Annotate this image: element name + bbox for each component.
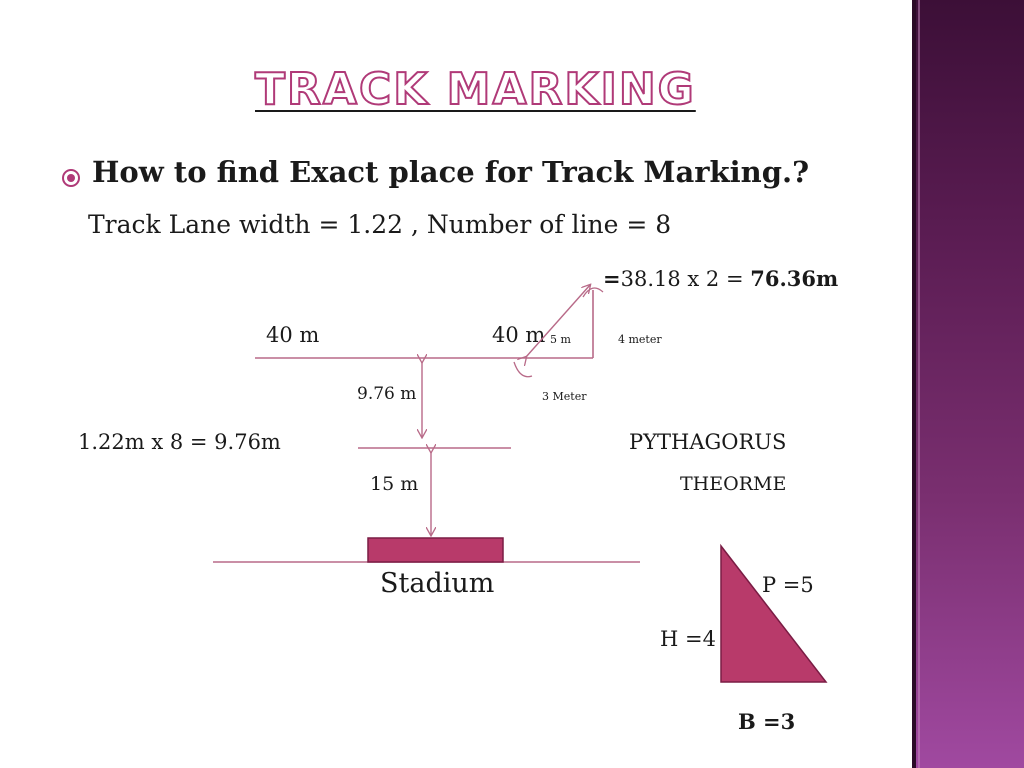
label-15m: 15 m	[370, 473, 419, 495]
pythagoras-triangle	[720, 543, 828, 683]
result-answer: 76.36m	[750, 266, 839, 291]
side-stripe-highlight	[918, 0, 920, 768]
label-3-meter: 3 Meter	[542, 390, 587, 403]
pythagorus-label: PYTHAGORUS	[629, 430, 787, 454]
theorme-label: THEORME	[680, 473, 787, 495]
label-4-meter: 4 meter	[618, 333, 662, 346]
label-left-40m: 40 m	[266, 323, 320, 347]
triangle-p-label: P =5	[762, 573, 814, 597]
top-arc	[582, 287, 604, 298]
diagonal-arrow	[526, 285, 590, 357]
slide: TRACK MARKING How to find Exact place fo…	[62, 0, 839, 734]
calc-text: 1.22m x 8 = 9.76m	[78, 430, 281, 454]
bottom-arc	[513, 361, 533, 378]
lane-info: Track Lane width = 1.22 , Number of line…	[88, 210, 672, 239]
question-text: How to find Exact place for Track Markin…	[92, 155, 810, 189]
result-line: =38.18 x 2 = 76.36m	[603, 266, 838, 291]
label-9-76m: 9.76 m	[357, 384, 417, 404]
triangle-h-label: H =4	[660, 627, 716, 651]
triangle-b-label: B =3	[738, 709, 796, 734]
slide-title: TRACK MARKING	[254, 63, 696, 116]
side-decoration	[912, 0, 1024, 768]
result-expression: 38.18 x 2 =	[620, 267, 751, 291]
result-equals: =	[603, 266, 621, 291]
side-stripe	[912, 0, 916, 768]
stadium-rect	[367, 537, 504, 563]
bullet-icon	[62, 169, 80, 187]
stadium-label: Stadium	[380, 568, 495, 599]
diagram-canvas	[213, 0, 828, 683]
